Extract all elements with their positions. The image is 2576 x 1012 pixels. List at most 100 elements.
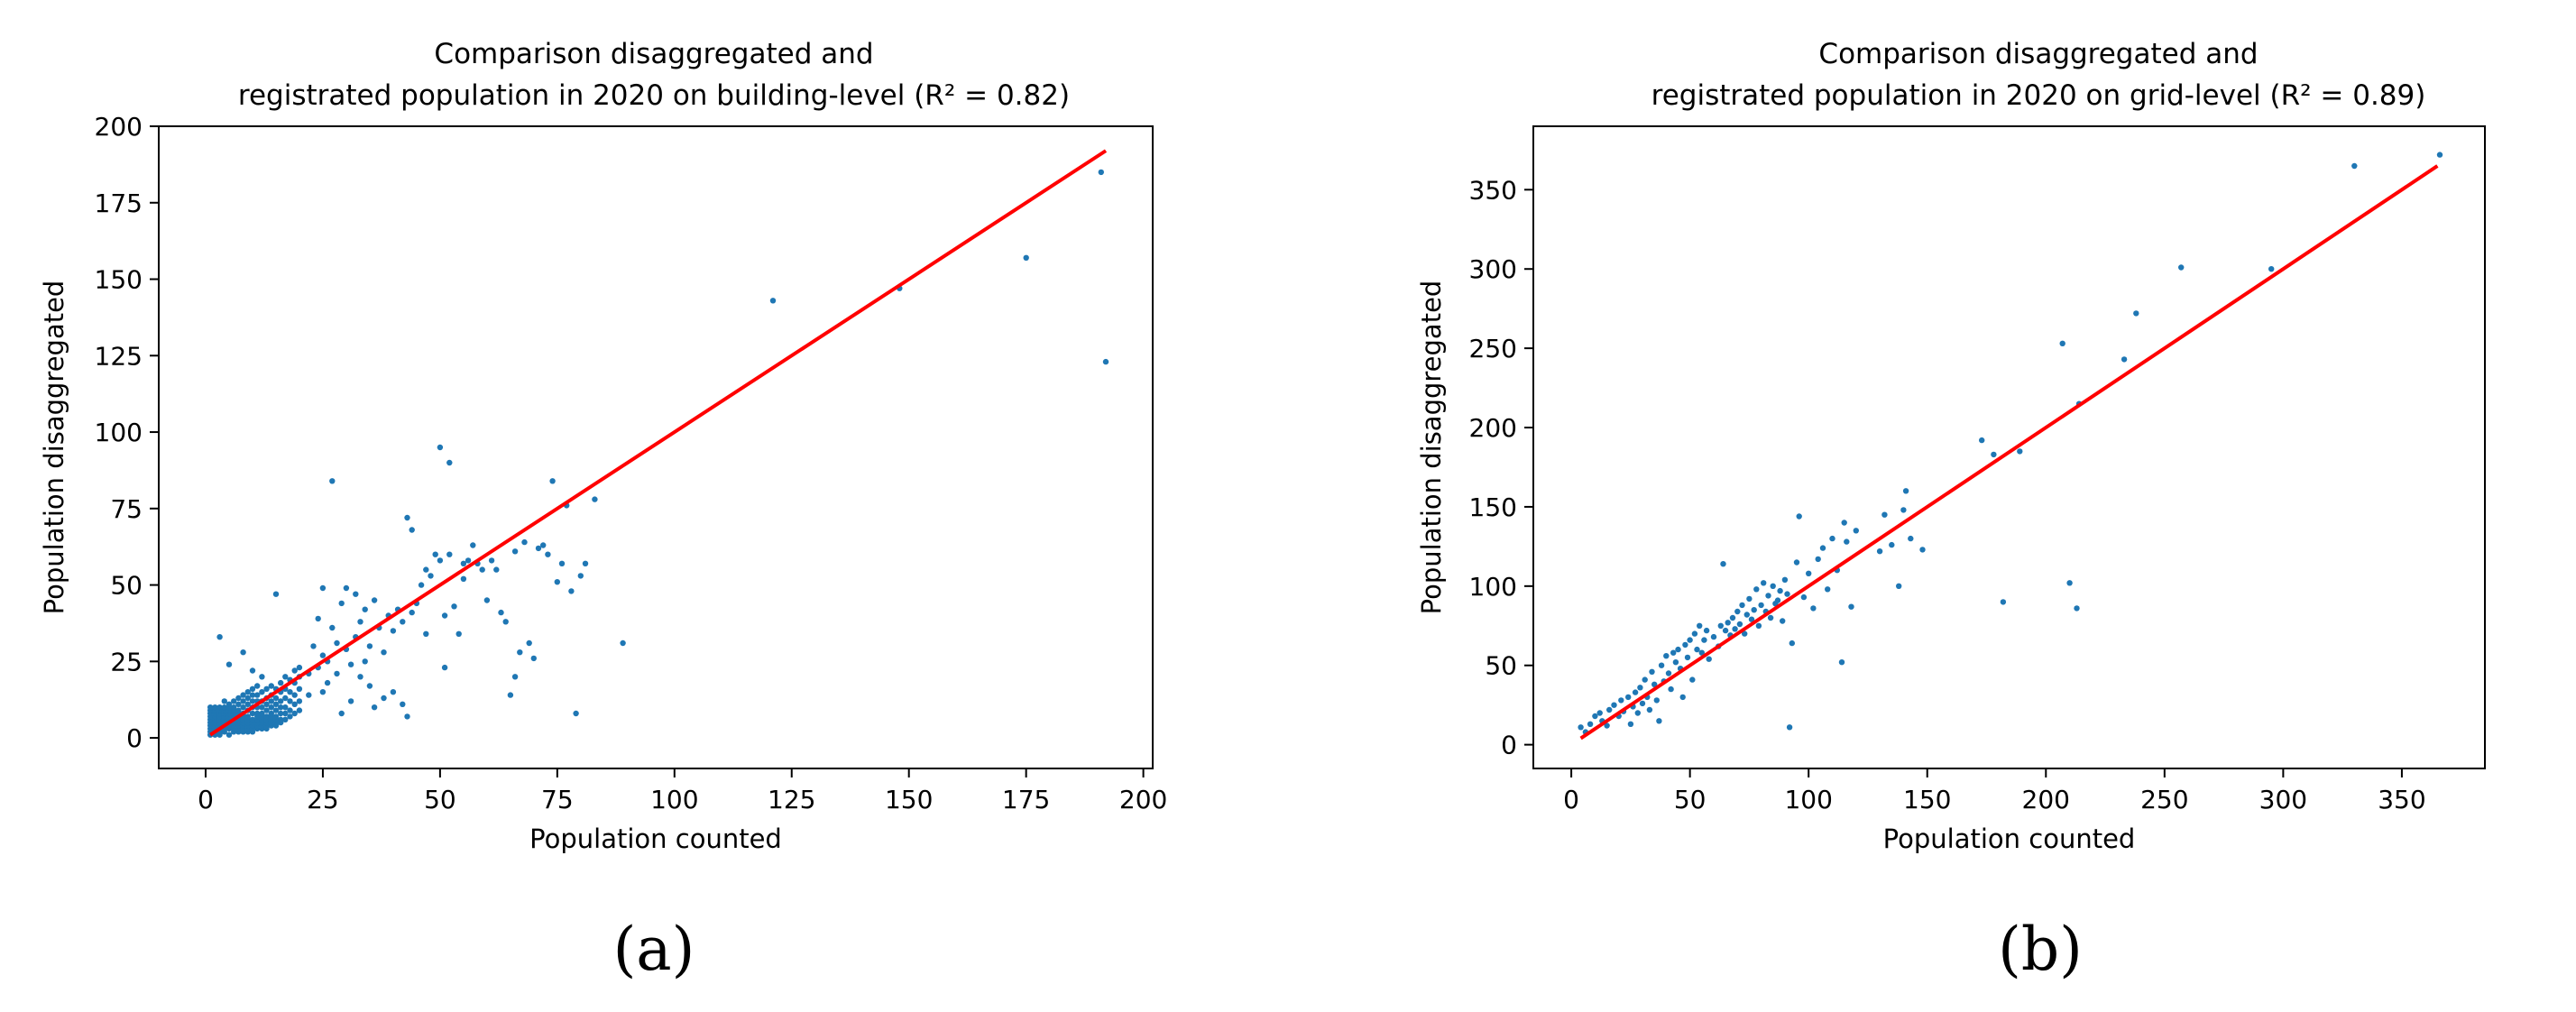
data-point (400, 701, 406, 707)
data-point (502, 619, 509, 625)
data-point (441, 664, 448, 671)
data-point (1717, 622, 1725, 629)
data-point (428, 573, 434, 579)
data-point (319, 584, 327, 592)
x-tick-label: 75 (541, 785, 574, 814)
data-point (263, 685, 270, 692)
data-point (240, 704, 246, 711)
data-point (1606, 706, 1613, 713)
data-point (1734, 608, 1741, 615)
data-point (272, 701, 280, 707)
data-point (1687, 637, 1693, 643)
data-point (545, 551, 551, 557)
data-point (225, 701, 233, 707)
data-point (577, 573, 584, 579)
x-tick-label: 200 (2022, 785, 2070, 814)
data-point (1825, 586, 1831, 593)
data-point (1691, 630, 1698, 637)
data-point (568, 588, 575, 594)
data-point (381, 695, 387, 702)
data-point (441, 612, 448, 619)
data-point (244, 701, 251, 707)
data-point (2268, 266, 2275, 272)
data-point (390, 689, 397, 695)
data-point (2436, 152, 2443, 158)
x-tick-label: 125 (768, 785, 815, 814)
data-point (259, 704, 265, 711)
x-axis-label: Population counted (1883, 823, 2136, 854)
data-point (1023, 254, 1029, 261)
y-tick-label: 125 (95, 341, 143, 371)
data-point (479, 566, 485, 573)
data-point (1919, 547, 1926, 553)
data-point (231, 704, 237, 711)
y-tick-label: 100 (95, 418, 143, 447)
data-point (1979, 437, 1985, 444)
data-point (296, 707, 303, 713)
data-point (259, 689, 265, 695)
scatter-points (207, 169, 1109, 738)
data-point (1755, 622, 1762, 629)
data-point (1642, 676, 1648, 683)
data-point (1844, 538, 1850, 545)
data-point (1743, 612, 1751, 618)
data-point (409, 609, 415, 616)
data-point (2121, 356, 2128, 363)
data-point (244, 695, 251, 702)
data-point (1706, 656, 1712, 662)
data-point (1668, 685, 1674, 693)
data-point (2133, 310, 2139, 317)
data-point (1991, 451, 1997, 458)
data-point (1675, 646, 1681, 653)
data-point (423, 630, 429, 637)
y-axis-label: Population disaggregated (1416, 281, 1447, 615)
data-point (437, 444, 444, 451)
data-point (221, 704, 227, 711)
data-point (1819, 545, 1826, 551)
data-point (1761, 580, 1767, 586)
x-tick-label: 350 (2378, 785, 2425, 814)
data-point (244, 713, 251, 720)
data-point (573, 710, 579, 717)
chart-panel-b: Comparison disaggregated and registrated… (1416, 38, 2486, 984)
data-point (272, 591, 280, 597)
x-axis-label: Population counted (529, 823, 782, 854)
data-point (455, 630, 462, 637)
y-tick-label: 100 (1469, 572, 1517, 602)
data-point (1698, 649, 1706, 656)
data-point (1682, 641, 1688, 649)
fit-line (1579, 164, 2439, 741)
data-point (259, 674, 265, 680)
data-point (291, 692, 298, 698)
data-point (521, 538, 528, 546)
chart-title-line-2: registrated population in 2020 on buildi… (238, 79, 1070, 112)
data-point (1829, 535, 1835, 542)
data-point (381, 649, 387, 656)
data-point (272, 695, 280, 702)
y-tick-label: 50 (110, 571, 143, 601)
data-point (511, 548, 519, 555)
y-tick-label: 150 (95, 265, 143, 295)
data-point (1694, 646, 1700, 653)
data-point (1665, 670, 1672, 676)
data-point (296, 685, 303, 692)
data-point (338, 600, 345, 607)
data-point (1780, 618, 1786, 624)
data-point (1670, 649, 1677, 656)
plot-area-frame (158, 125, 1154, 769)
data-point (1689, 676, 1696, 683)
data-point (287, 713, 293, 720)
data-point (460, 560, 467, 566)
data-point (319, 689, 327, 695)
y-tick-label: 75 (110, 494, 143, 524)
data-point (432, 551, 438, 557)
data-point (1881, 511, 1888, 518)
data-point (582, 560, 589, 566)
x-tick-label: 175 (1002, 785, 1050, 814)
data-point (535, 545, 542, 552)
y-tick-label: 150 (1469, 492, 1517, 522)
data-point (558, 560, 566, 566)
data-point (1838, 659, 1845, 666)
data-point (240, 692, 246, 698)
data-point (1722, 627, 1729, 634)
